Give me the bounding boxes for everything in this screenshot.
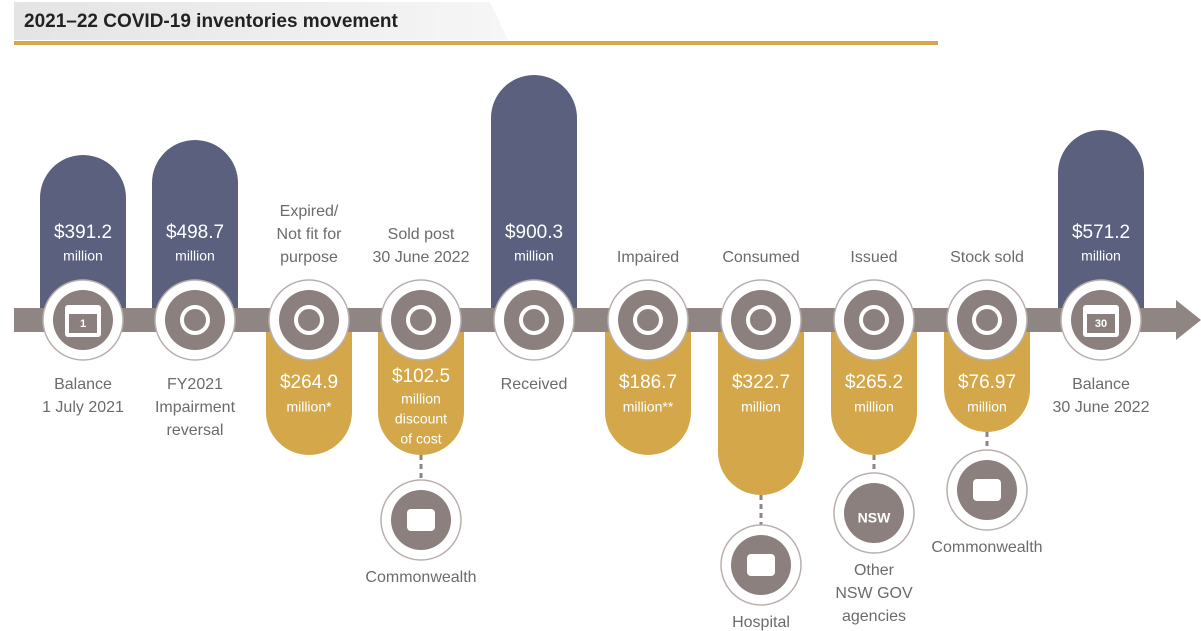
- amount: $265.2: [845, 372, 903, 393]
- icon-text: 1: [80, 318, 86, 330]
- inflow-pill: [152, 140, 238, 320]
- destination-label: Hospital: [732, 614, 790, 631]
- title-band: [14, 2, 508, 40]
- unit: million: [741, 399, 781, 415]
- amount: $900.3: [505, 222, 563, 243]
- destination-label: Commonwealth: [931, 539, 1042, 556]
- unit: million: [854, 399, 894, 415]
- icon: [973, 479, 1001, 501]
- unit: million: [175, 248, 215, 264]
- inflow-pill: [1058, 130, 1144, 320]
- node-core: [618, 290, 678, 350]
- unit: million: [967, 399, 1007, 415]
- destination-label: Other: [854, 562, 895, 579]
- label: Balance: [1072, 376, 1130, 393]
- inflow-pill: [40, 155, 126, 320]
- label: Not fit for: [277, 226, 343, 243]
- icon: [180, 305, 210, 335]
- amount: $571.2: [1072, 222, 1130, 243]
- node-core: [844, 290, 904, 350]
- icon: [294, 305, 324, 335]
- unit: of cost: [400, 431, 441, 447]
- title-rule: [14, 41, 938, 45]
- amount: $76.97: [958, 372, 1016, 393]
- icon-calendar-face: [1087, 314, 1115, 333]
- unit: million: [514, 248, 554, 264]
- unit: million: [63, 248, 103, 264]
- icon: [972, 305, 1002, 335]
- icon: [746, 305, 776, 335]
- outflow-pill: [718, 320, 804, 495]
- icon-calendar-face: [69, 314, 97, 333]
- icon-text: 30: [1095, 318, 1107, 330]
- label: Impaired: [617, 249, 679, 266]
- node-core: [391, 290, 451, 350]
- label: Consumed: [722, 249, 799, 266]
- label: Balance: [54, 376, 112, 393]
- label: Impairment: [155, 399, 236, 416]
- amount: $322.7: [732, 372, 790, 393]
- unit: discount: [395, 411, 447, 427]
- unit: million: [401, 391, 441, 407]
- label: Issued: [850, 249, 897, 266]
- icon: [407, 509, 435, 531]
- label: Sold post: [388, 226, 455, 243]
- icon: [859, 305, 889, 335]
- destination-label: NSW GOV: [835, 585, 913, 602]
- unit: million: [1081, 248, 1121, 264]
- node-core: [957, 290, 1017, 350]
- destination-label: agencies: [842, 608, 906, 625]
- title: 2021–22 COVID-19 inventories movement: [24, 11, 399, 32]
- nodes: 1 $391.2 million Balance 1 July 2021 $498.7 mi…: [42, 203, 1150, 631]
- label: 30 June 2022: [1053, 399, 1150, 416]
- unit: million**: [623, 399, 674, 415]
- amount: $102.5: [392, 366, 450, 387]
- label: Stock sold: [950, 249, 1024, 266]
- unit: million*: [286, 399, 332, 415]
- label: reversal: [167, 422, 224, 439]
- icon: [633, 305, 663, 335]
- label: 1 July 2021: [42, 399, 124, 416]
- node-core: [504, 290, 564, 350]
- label: Expired/: [280, 203, 339, 220]
- icon: [519, 305, 549, 335]
- inflow-pill: [491, 75, 577, 320]
- node-core: [731, 290, 791, 350]
- amount: $391.2: [54, 222, 112, 243]
- node-core: [844, 483, 904, 543]
- amount: $186.7: [619, 372, 677, 393]
- amount: $264.9: [280, 372, 338, 393]
- icon: [747, 554, 775, 576]
- node-core: [165, 290, 225, 350]
- timeline-arrow: [1176, 300, 1201, 340]
- label: 30 June 2022: [373, 249, 470, 266]
- icon-text: NSW: [858, 510, 891, 526]
- label: FY2021: [167, 376, 223, 393]
- label: Received: [501, 376, 568, 393]
- destination-label: Commonwealth: [365, 569, 476, 586]
- node-core: [279, 290, 339, 350]
- amount: $498.7: [166, 222, 224, 243]
- icon: [406, 305, 436, 335]
- label: purpose: [280, 249, 338, 266]
